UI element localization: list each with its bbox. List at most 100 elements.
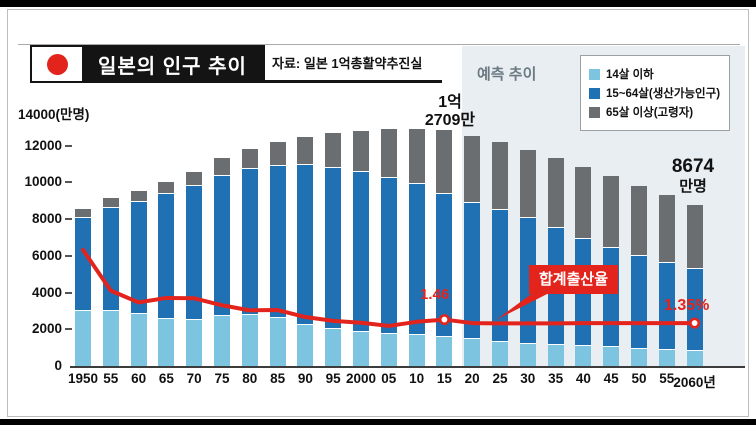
segment-young xyxy=(631,348,647,366)
segment-divider xyxy=(75,217,91,219)
segment-divider xyxy=(492,209,508,211)
bar-2010 xyxy=(408,128,425,366)
segment-divider xyxy=(436,335,453,337)
segment-young xyxy=(186,319,203,366)
x-tick-2000: 2000 xyxy=(345,371,377,386)
segment-divider xyxy=(158,193,175,195)
segment-elderly xyxy=(547,157,564,227)
page-title: 일본의 인구 추이 xyxy=(82,47,263,81)
segment-divider xyxy=(575,237,592,239)
bar-1955 xyxy=(102,198,119,366)
x-tick-2035: 35 xyxy=(548,371,564,386)
y-tick-4000: 4000 xyxy=(31,284,62,300)
x-tick-1970: 70 xyxy=(186,371,202,386)
segment-divider xyxy=(408,182,425,184)
segment-elderly xyxy=(464,135,481,203)
segment-divider xyxy=(297,164,314,166)
bar-2055 xyxy=(658,195,675,366)
segment-elderly xyxy=(492,142,508,210)
segment-divider xyxy=(130,200,147,202)
bar-2030 xyxy=(519,149,536,366)
segment-young xyxy=(75,311,91,366)
x-tick-2045: 45 xyxy=(603,371,619,386)
segment-working xyxy=(380,177,397,333)
segment-young xyxy=(603,347,620,366)
segment-working xyxy=(603,248,620,347)
segment-elderly xyxy=(353,130,369,172)
peak-population-annotation: 1억 2709만 xyxy=(408,94,492,131)
end-annotation-unit: 만명 xyxy=(679,177,707,195)
end-annotation-value: 8674 xyxy=(671,156,715,177)
segment-young xyxy=(241,315,258,366)
y-tick-mark xyxy=(65,291,72,294)
segment-elderly xyxy=(130,190,147,201)
segment-divider xyxy=(519,342,536,344)
y-tick-mark xyxy=(65,254,72,257)
y-axis-top-label: 14000(만명) xyxy=(18,107,90,122)
title-block: 일본의 인구 추이 xyxy=(30,45,265,83)
bar-2005 xyxy=(380,129,397,366)
segment-working xyxy=(464,203,481,339)
segment-divider xyxy=(464,338,481,340)
segment-elderly xyxy=(75,209,91,218)
segment-elderly xyxy=(380,129,397,177)
segment-working xyxy=(408,183,425,335)
x-tick-2005: 05 xyxy=(381,371,397,386)
segment-working xyxy=(269,165,286,318)
slide-border xyxy=(7,9,749,417)
segment-working xyxy=(75,218,91,311)
legend-label-elderly: 65살 이상(고령자) xyxy=(606,107,694,119)
segment-young xyxy=(297,324,314,366)
segment-working xyxy=(297,165,314,324)
segment-divider xyxy=(547,344,564,346)
x-tick-1950: 1950 xyxy=(67,371,99,386)
bar-2025 xyxy=(492,142,508,366)
legend-label-young: 14살 이하 xyxy=(606,69,654,81)
y-tick-mark xyxy=(65,328,72,331)
segment-divider xyxy=(658,349,675,351)
bottom-black-band xyxy=(0,419,756,425)
legend-label-working: 15~64살(생산가능인구) xyxy=(606,88,721,100)
x-tick-2040: 40 xyxy=(575,371,591,386)
segment-young xyxy=(519,343,536,366)
segment-young xyxy=(214,315,230,366)
bar-1990 xyxy=(297,136,314,366)
segment-elderly xyxy=(297,136,314,165)
source-text: 자료: 일본 1억총활약추진실 xyxy=(272,56,423,71)
x-tick-2015: 15 xyxy=(436,371,452,386)
y-tick-mark xyxy=(65,144,72,147)
y-tick-6000: 6000 xyxy=(31,247,62,263)
segment-divider xyxy=(686,350,703,352)
source-block: 자료: 일본 1억총활약추진실 xyxy=(262,45,442,83)
legend-item-working: 15~64살(생산가능인구) xyxy=(589,85,721,101)
segment-divider xyxy=(603,247,620,249)
segment-elderly xyxy=(325,133,342,167)
legend-item-elderly: 65살 이상(고령자) xyxy=(589,104,721,120)
bar-2000 xyxy=(353,130,369,366)
segment-young xyxy=(102,310,119,366)
segment-divider xyxy=(325,328,342,330)
segment-elderly xyxy=(603,176,620,248)
end-population-annotation: 8674 만명 xyxy=(660,156,726,195)
x-tick-1975: 75 xyxy=(214,371,230,386)
segment-working xyxy=(353,172,369,331)
bar-1980 xyxy=(241,148,258,366)
fertility-2060-label: 1.35% xyxy=(664,297,710,314)
bar-1970 xyxy=(186,171,203,366)
fertility-rate-callout: 합계출산율 xyxy=(529,265,619,294)
x-tick-2030: 30 xyxy=(520,371,536,386)
x-tick-1995: 95 xyxy=(325,371,341,386)
japan-flag-icon xyxy=(32,47,82,81)
bar-1965 xyxy=(158,181,175,366)
segment-elderly xyxy=(214,158,230,175)
segment-divider xyxy=(603,346,620,348)
x-tick-1985: 85 xyxy=(270,371,286,386)
peak-annotation-line1: 1억 xyxy=(438,94,462,111)
segment-young xyxy=(464,339,481,366)
segment-divider xyxy=(575,345,592,347)
segment-elderly xyxy=(158,181,175,194)
x-tick-1955: 55 xyxy=(103,371,119,386)
segment-elderly xyxy=(575,166,592,238)
segment-working xyxy=(158,194,175,319)
